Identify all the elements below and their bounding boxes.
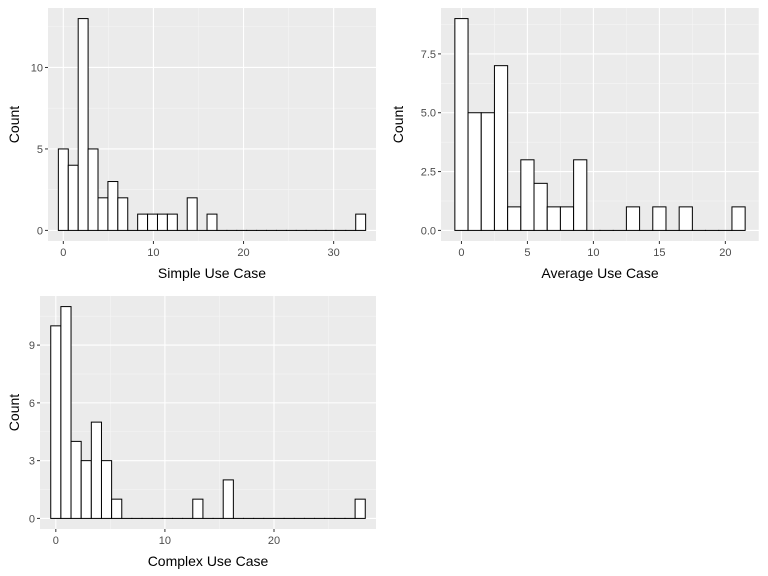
histogram-bar [546,206,561,231]
x-tick-label: 10 [159,535,171,547]
histogram-bar [97,197,109,231]
complex-use-case-panel: 0 10 20 0 3 6 9 Complex Use Case Count [6,296,376,569]
y-tick-label: 7.5 [421,49,436,61]
histogram-bar [678,206,693,231]
histogram-bar [480,112,495,231]
average-use-case-panel: 0 5 10 15 20 0.0 2.5 5.0 7.5 Average Use Case Co… [390,8,759,281]
y-axis-title: Count [6,106,22,143]
axis-ticks: 0 10 20 30 0 5 10 [31,62,340,259]
y-tick-label: 10 [31,62,43,74]
histogram-bar [111,498,123,519]
y-tick-label: 0 [29,513,35,525]
x-axis-title: Average Use Case [541,265,658,281]
x-tick-label: 10 [147,247,159,259]
x-tick-label: 20 [719,247,731,259]
histogram-bar [454,18,469,231]
histogram-bar [467,112,482,231]
y-tick-label: 9 [29,340,35,352]
x-tick-label: 20 [268,535,280,547]
x-axis-title: Simple Use Case [158,265,266,281]
y-tick-label: 2.5 [421,167,436,179]
histogram-bar [100,460,113,519]
histogram-bar [117,197,129,231]
histogram-bars [50,306,366,519]
histogram-bar [559,206,575,231]
histogram-bar [57,148,69,231]
histogram-bar [192,498,204,519]
x-tick-label: 10 [587,247,599,259]
x-tick-label: 5 [524,247,530,259]
x-tick-label: 0 [60,247,66,259]
y-tick-label: 0 [37,225,43,237]
histogram-bar [652,206,667,231]
histogram-bar [147,213,158,231]
histogram-bar [70,440,82,519]
histogram-bar [87,148,99,231]
y-tick-label: 3 [29,456,35,468]
x-tick-label: 0 [458,247,464,259]
histogram-bar [90,421,102,519]
histogram-bar [67,164,79,231]
histogram-bar [222,479,234,519]
histogram-bar [107,181,119,231]
histogram-bar [206,213,218,231]
y-tick-label: 6 [29,398,35,410]
axis-ticks: 0 5 10 15 20 0.0 2.5 5.0 7.5 [421,49,732,259]
histogram-bar [573,159,588,231]
x-tick-label: 0 [53,535,59,547]
histogram-bar [60,306,72,519]
histogram-bar [533,182,548,231]
histogram-bar [731,206,746,231]
histogram-bar [507,206,522,231]
histogram-bar [520,159,535,231]
histogram-bars [454,18,746,231]
x-axis-title: Complex Use Case [148,553,269,569]
histogram-bar [166,213,178,231]
histogram-bar [354,498,366,519]
x-tick-label: 15 [653,247,665,259]
y-tick-label: 5 [37,144,43,156]
histogram-bar [137,213,149,231]
y-axis-title: Count [390,106,406,143]
axis-ticks: 0 10 20 0 3 6 9 [29,340,280,547]
x-tick-label: 30 [328,247,340,259]
histogram-bar [50,325,62,519]
histogram-bars [57,18,367,231]
histogram-bar [355,213,367,231]
y-tick-label: 5.0 [421,108,436,120]
y-axis-title: Count [6,394,22,431]
histogram-bar [493,65,509,231]
histogram-bar [625,206,641,231]
histogram-bar [156,213,168,231]
histogram-bar [77,18,89,231]
histogram-bar [186,197,198,231]
simple-use-case-panel: 0 10 20 30 0 5 10 Simple Use Case Count [6,8,376,281]
y-tick-label: 0.0 [421,225,436,237]
x-tick-label: 20 [237,247,249,259]
histogram-bar [80,460,92,519]
